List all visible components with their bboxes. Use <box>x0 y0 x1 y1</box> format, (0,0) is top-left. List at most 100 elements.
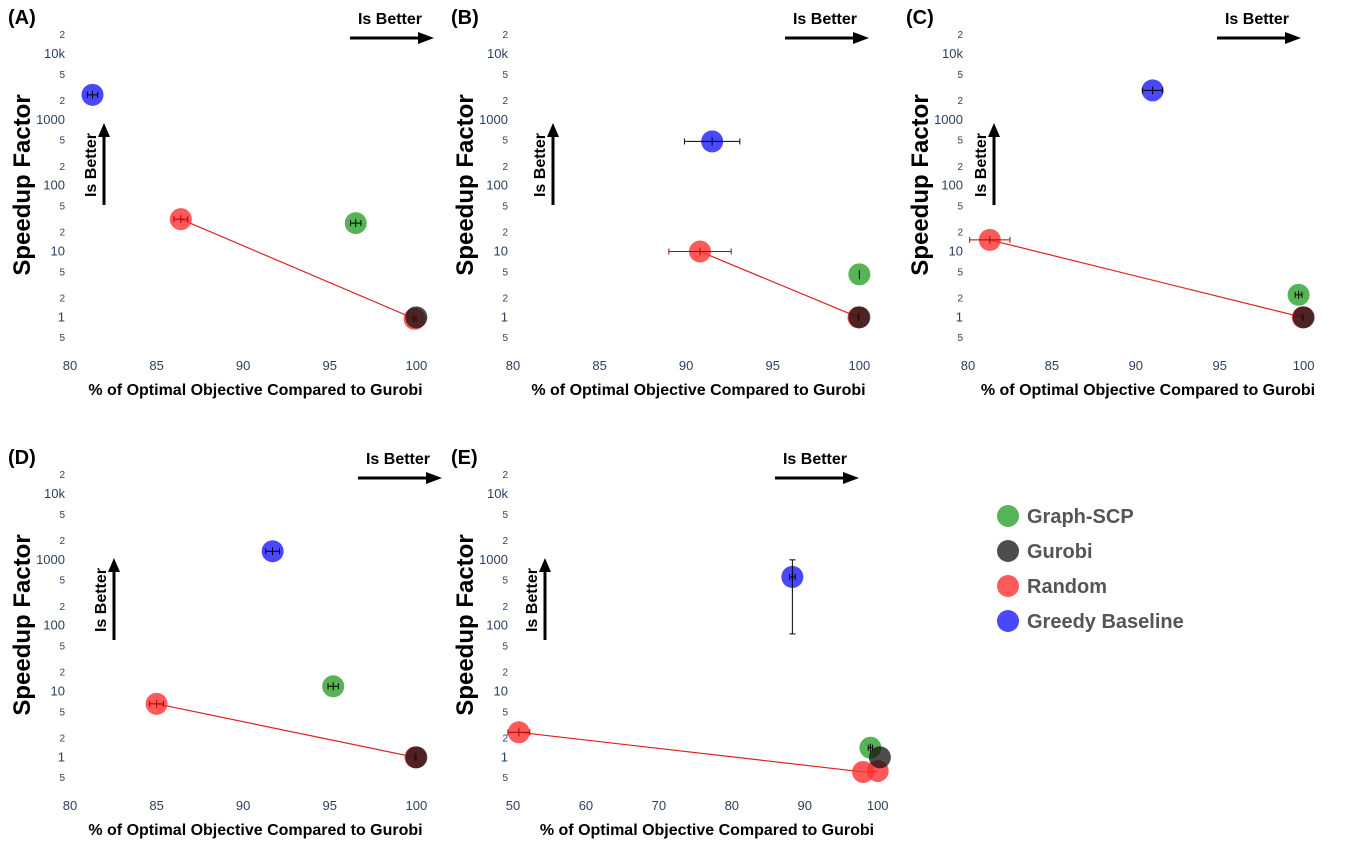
random-trend-line <box>156 703 416 758</box>
x-tick-label: 90 <box>236 798 250 813</box>
panel-c: (C) 1 10 100 1000 10k 5 2 5 2 5 2 5 2 5 2 80 85 90 95 100 % o… <box>906 7 1315 399</box>
y-tick-label-minor: 2 <box>502 162 508 173</box>
legend-label-random: Random <box>1027 576 1107 598</box>
y-better-arrowhead <box>988 123 1000 137</box>
y-better-label: Is Better <box>93 568 110 632</box>
y-tick-label-minor: 5 <box>957 267 963 278</box>
y-better-label: Is Better <box>524 568 541 632</box>
y-tick-label: 1 <box>58 749 65 764</box>
y-tick-label: 10k <box>44 486 65 501</box>
y-tick-label: 1 <box>58 309 65 324</box>
y-tick-label: 100 <box>43 178 65 193</box>
y-tick-label-minor: 2 <box>502 30 508 41</box>
y-tick-label-minor: 5 <box>502 773 508 784</box>
x-tick-label: 100 <box>848 358 870 373</box>
y-tick-label: 1000 <box>934 112 963 127</box>
gurobi-point <box>405 306 428 329</box>
y-tick-label: 100 <box>486 178 508 193</box>
x-better-arrowhead <box>1285 32 1301 44</box>
panel-label: (E) <box>451 447 478 469</box>
y-tick-label: 1000 <box>36 552 65 567</box>
y-tick-label-minor: 5 <box>957 70 963 81</box>
y-tick-label-minor: 2 <box>957 30 963 41</box>
y-tick-label-minor: 2 <box>502 602 508 613</box>
x-better-arrowhead <box>418 32 434 44</box>
y-tick-label: 100 <box>43 618 65 633</box>
x-axis-title: % of Optimal Objective Compared to Gurob… <box>88 822 422 839</box>
y-tick-label-minor: 2 <box>59 734 65 745</box>
y-tick-label-minor: 5 <box>502 707 508 718</box>
y-tick-label: 100 <box>941 178 963 193</box>
y-axis-title: Speedup Factor <box>907 94 934 275</box>
y-tick-label-minor: 5 <box>59 267 65 278</box>
random-trend-line <box>518 731 878 773</box>
y-tick-label-minor: 5 <box>59 70 65 81</box>
gurobi-point <box>868 746 891 769</box>
x-better-arrowhead <box>853 32 869 44</box>
y-tick-label-minor: 5 <box>502 136 508 147</box>
x-better-arrowhead <box>426 472 442 484</box>
y-tick-label: 1 <box>501 749 508 764</box>
y-tick-label-minor: 5 <box>502 333 508 344</box>
y-tick-label-minor: 2 <box>502 668 508 679</box>
y-tick-label-minor: 5 <box>59 201 65 212</box>
y-tick-label: 10 <box>51 684 65 699</box>
y-tick-label-minor: 2 <box>502 294 508 305</box>
x-tick-label: 95 <box>1212 358 1226 373</box>
x-tick-label: 95 <box>766 358 780 373</box>
x-better-label: Is Better <box>793 11 857 28</box>
random-trend-line <box>699 250 859 318</box>
y-better-arrowhead <box>98 123 110 137</box>
y-tick-label-minor: 2 <box>502 536 508 547</box>
legend-swatch-gurobi <box>997 540 1019 562</box>
y-tick-label: 1 <box>956 309 963 324</box>
x-axis-title: % of Optimal Objective Compared to Gurob… <box>531 382 865 399</box>
legend-swatch-graph-scp <box>997 505 1019 527</box>
x-tick-label: 90 <box>1129 358 1143 373</box>
x-tick-label: 100 <box>1293 358 1315 373</box>
y-better-arrowhead <box>539 558 551 572</box>
legend-label-graph-scp: Graph-SCP <box>1027 506 1134 528</box>
x-tick-label: 80 <box>506 358 520 373</box>
panel-label: (C) <box>906 7 934 29</box>
y-tick-label-minor: 5 <box>502 510 508 521</box>
y-tick-label-minor: 5 <box>59 576 65 587</box>
y-tick-label-minor: 2 <box>957 228 963 239</box>
panel-e: (E) 1 10 100 1000 10k 5 2 5 2 5 2 5 2 5 2 50 60 70 80 90 100%… <box>451 447 891 839</box>
y-tick-label-minor: 2 <box>502 228 508 239</box>
y-tick-label-minor: 2 <box>502 734 508 745</box>
x-tick-label: 90 <box>236 358 250 373</box>
y-tick-label-minor: 5 <box>957 333 963 344</box>
y-tick-label-minor: 5 <box>957 201 963 212</box>
y-tick-label: 10 <box>494 684 508 699</box>
y-tick-label: 10k <box>44 46 65 61</box>
x-tick-label: 85 <box>149 358 163 373</box>
panel-b: (B) 1 10 100 1000 10k 5 2 5 2 5 2 5 2 5 2 80 85 90 95 100 % o… <box>451 7 871 399</box>
panel-label: (D) <box>8 447 36 469</box>
x-tick-label: 90 <box>679 358 693 373</box>
y-tick-label-minor: 2 <box>59 228 65 239</box>
x-tick-label: 85 <box>592 358 606 373</box>
x-tick-label: 80 <box>725 798 739 813</box>
x-axis-title: % of Optimal Objective Compared to Gurob… <box>981 382 1315 399</box>
panels: (A) 1 10 100 1000 10k 5 2 5 2 5 2 5 2 5 2 80 85 90 95 100 % o… <box>8 7 1315 839</box>
x-better-label: Is Better <box>358 11 422 28</box>
y-tick-label-minor: 2 <box>59 96 65 107</box>
legend-label-gurobi: Gurobi <box>1027 541 1093 563</box>
x-better-arrowhead <box>843 472 859 484</box>
x-tick-label: 100 <box>867 798 889 813</box>
gurobi-point <box>848 306 871 329</box>
gurobi-point <box>405 746 428 769</box>
panel-a: (A) 1 10 100 1000 10k 5 2 5 2 5 2 5 2 5 2 80 85 90 95 100 % o… <box>8 7 434 399</box>
y-tick-label-minor: 5 <box>502 641 508 652</box>
y-better-label: Is Better <box>83 133 100 197</box>
y-better-label: Is Better <box>973 133 990 197</box>
y-tick-label: 10 <box>949 244 963 259</box>
x-tick-label: 50 <box>506 798 520 813</box>
y-tick-label-minor: 5 <box>59 510 65 521</box>
y-tick-label: 1000 <box>36 112 65 127</box>
gurobi-point <box>1292 306 1315 329</box>
x-tick-label: 85 <box>149 798 163 813</box>
legend-swatch-greedy-baseline <box>997 610 1019 632</box>
